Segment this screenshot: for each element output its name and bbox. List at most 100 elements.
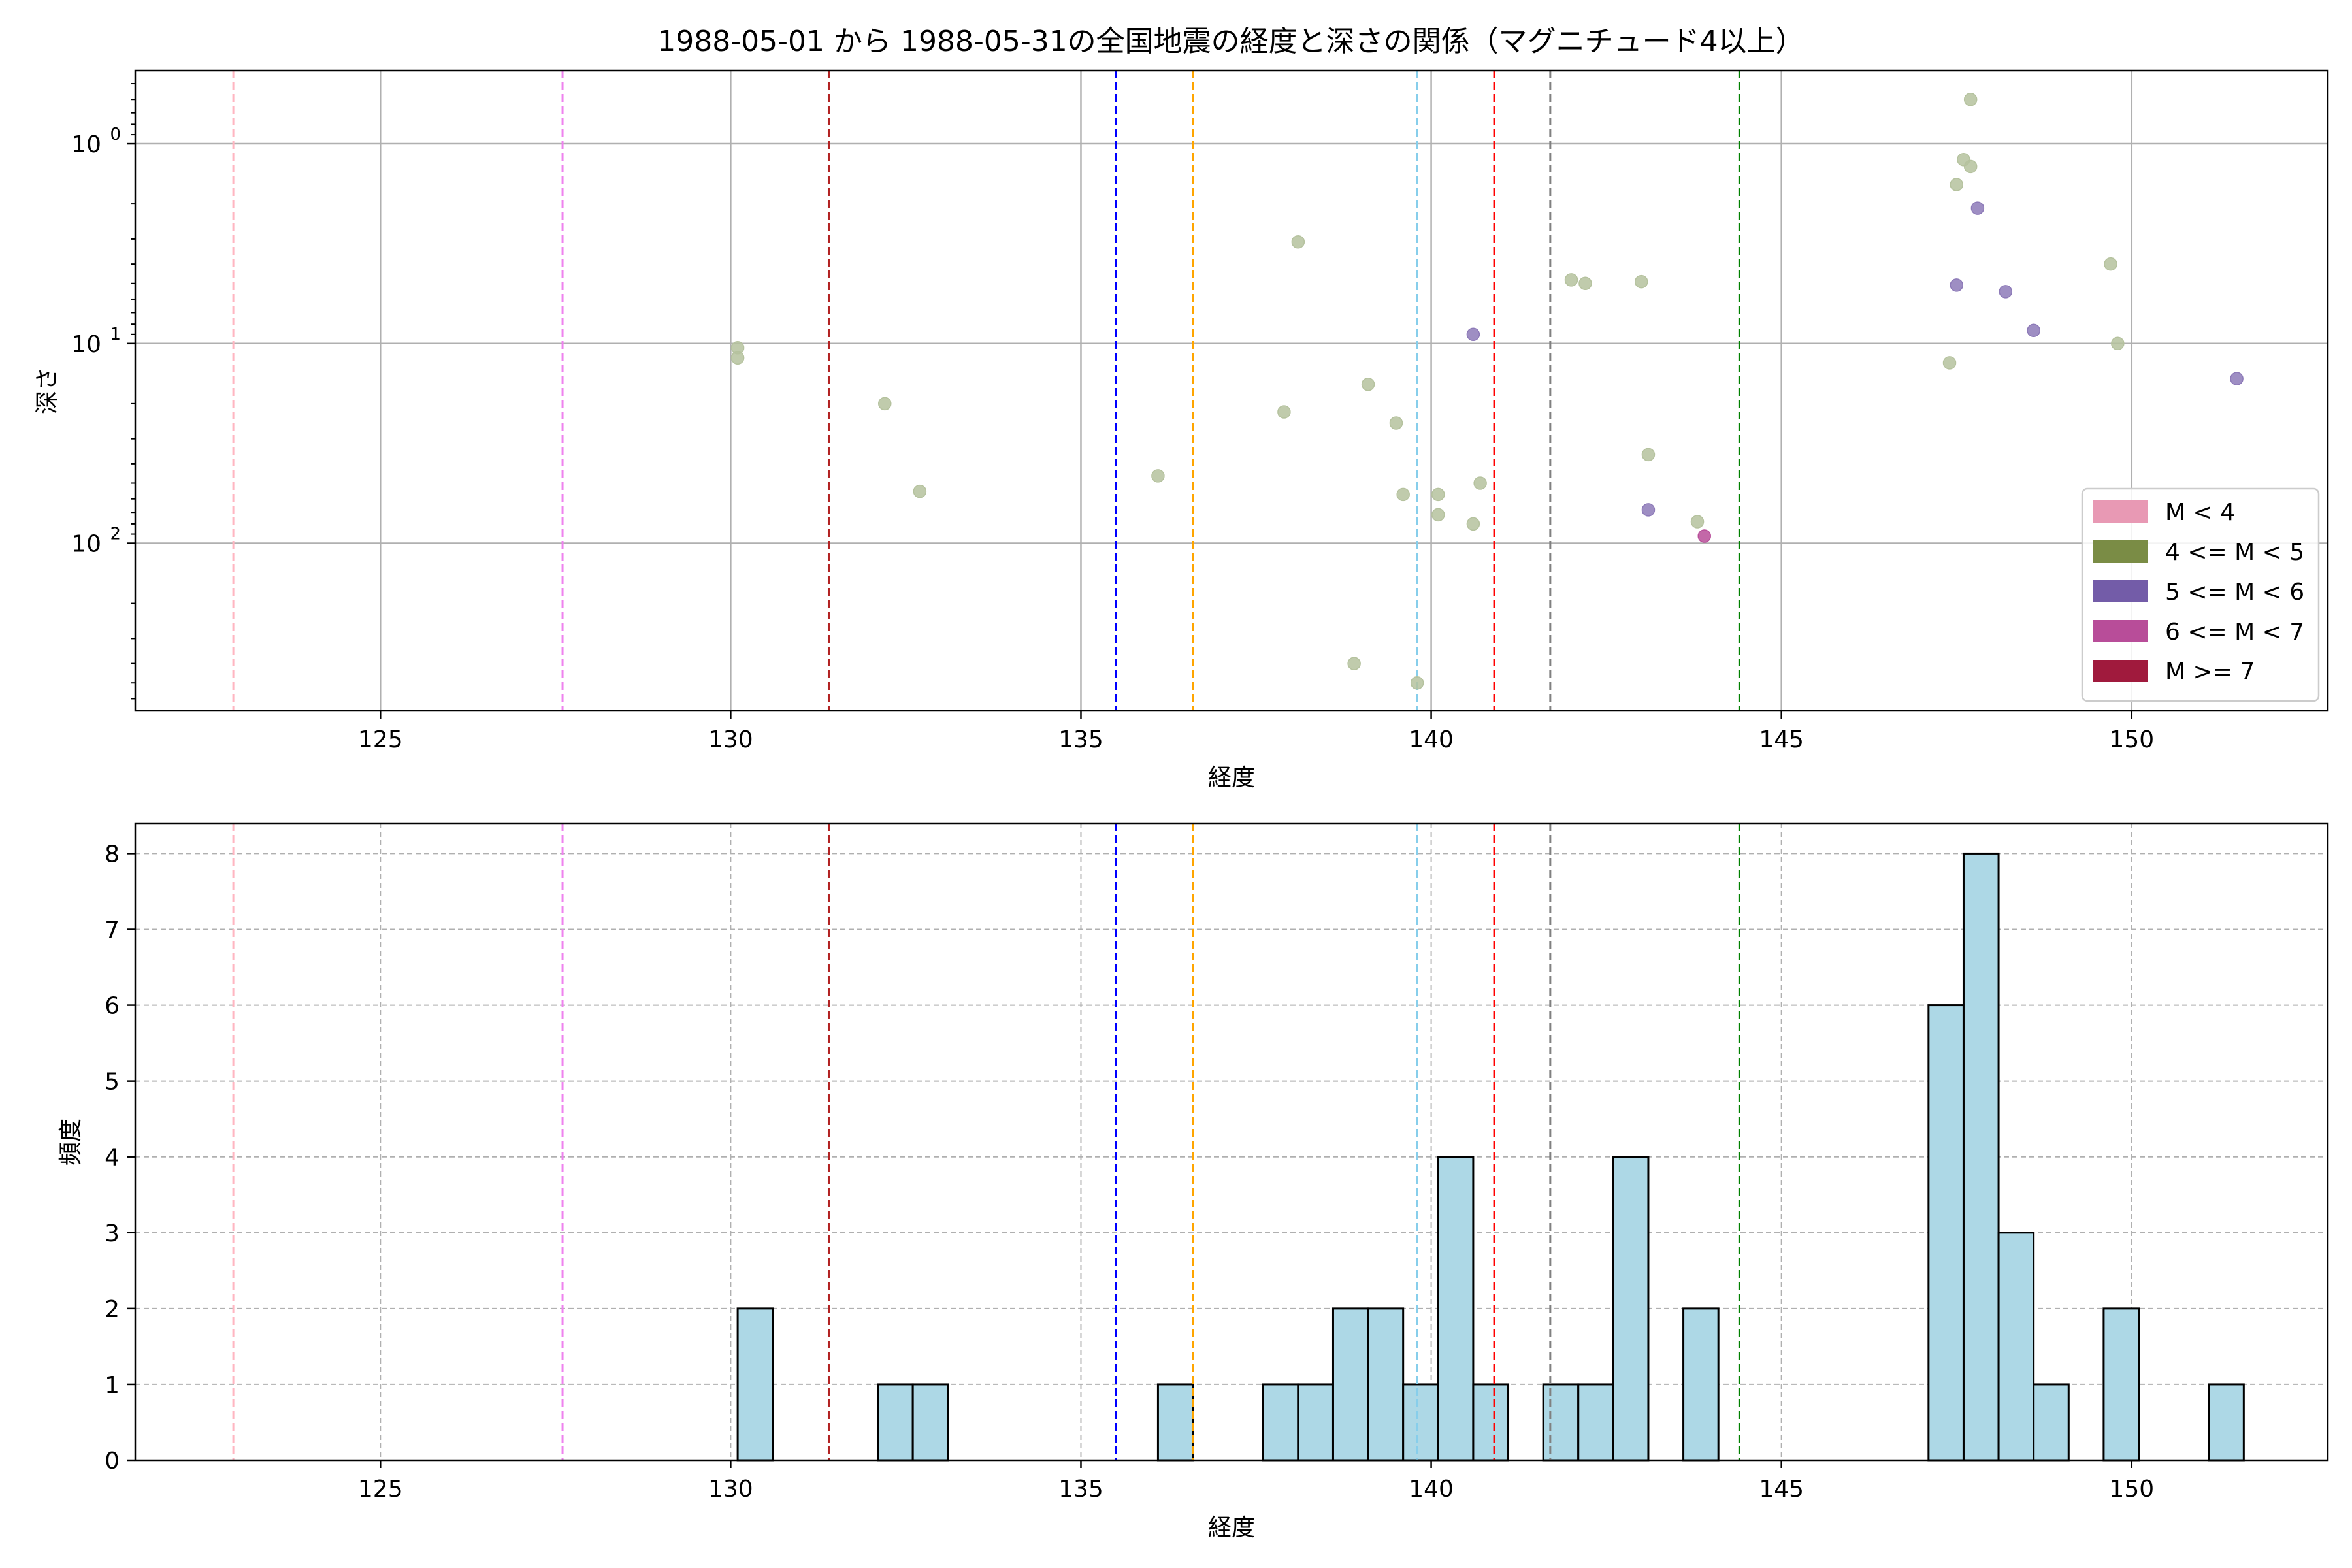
histogram-bar: [1331, 1307, 1369, 1462]
scatter-y-tick-exponent: 0: [110, 125, 121, 144]
histogram-bar: [1927, 1004, 1965, 1462]
scatter-point: [1970, 201, 1985, 215]
histogram-ticks: 125 130 135 140 145 150 0 1 2 3 4 5 6 7 8: [105, 841, 2154, 1503]
scatter-point: [1963, 159, 1978, 174]
scatter-point: [1950, 178, 1963, 191]
histogram-reference-lines: [232, 823, 1740, 1460]
scatter-grid: [135, 71, 2328, 711]
histogram-y-tick-label: 7: [105, 917, 120, 944]
histogram-x-tick-label: 125: [358, 1476, 403, 1503]
histogram-x-tick-label: 150: [2109, 1476, 2154, 1503]
scatter-point: [2230, 372, 2244, 385]
scatter-point: [1564, 273, 1578, 287]
legend: M < 4 4 <= M < 5 5 <= M < 6 6 <= M < 7 M >= …: [2081, 487, 2320, 702]
histogram-x-axis-label: 経度: [1208, 1514, 1255, 1541]
scatter-point: [1473, 476, 1487, 490]
histogram-bar: [1402, 1383, 1439, 1462]
legend-label: M >= 7: [2165, 659, 2255, 685]
scatter-y-tick-label: 10: [71, 131, 101, 158]
scatter-reference-lines: [232, 71, 1740, 711]
scatter-y-tick-exponent: 1: [110, 325, 121, 344]
scatter-point: [1396, 487, 1410, 502]
scatter-ticks: 125 130 135 140 145 150 10 0 10 1 10 2: [71, 83, 2154, 753]
scatter-point: [1410, 676, 1424, 690]
scatter-point: [1466, 517, 1480, 531]
scatter-point: [1634, 274, 1648, 289]
histogram-bar: [1367, 1307, 1405, 1462]
histogram-y-axis-label: 頻度: [57, 1119, 84, 1166]
histogram-bars: [736, 852, 2245, 1462]
scatter-points: [730, 92, 2244, 690]
scatter-x-tick-label: 135: [1058, 727, 1103, 753]
legend-label: M < 4: [2165, 499, 2235, 526]
scatter-point: [1950, 278, 1963, 292]
scatter-point: [1277, 405, 1291, 419]
scatter-point: [1641, 448, 1656, 462]
histogram-bar: [911, 1383, 949, 1462]
histogram-y-tick-label: 0: [105, 1448, 120, 1475]
scatter-point: [913, 484, 927, 498]
histogram-plot-frame: [134, 822, 2329, 1462]
scatter-x-tick-label: 145: [1759, 727, 1804, 753]
legend-swatch: [2093, 580, 2148, 602]
scatter-point: [730, 351, 745, 365]
histogram-y-tick-label: 4: [105, 1145, 120, 1171]
scatter-point: [878, 397, 892, 411]
scatter-point: [1697, 529, 1711, 543]
scatter-x-tick-label: 125: [358, 727, 403, 753]
histogram-y-tick-label: 8: [105, 841, 120, 868]
histogram-y-tick-label: 5: [105, 1069, 120, 1096]
scatter-y-axis-label: 深さ: [34, 367, 61, 414]
histogram-bar: [1682, 1307, 1720, 1462]
scatter-point: [1641, 503, 1656, 517]
histogram-panel: 125 130 135 140 145 150 0 1 2 3 4 5 6 7 8 経度 頻度: [57, 822, 2329, 1541]
legend-swatch: [2093, 620, 2148, 642]
scatter-point: [1151, 469, 1165, 483]
scatter-point: [1466, 327, 1480, 342]
histogram-x-tick-label: 140: [1409, 1476, 1454, 1503]
histogram-y-tick-label: 2: [105, 1296, 120, 1323]
histogram-y-tick-label: 6: [105, 993, 120, 1020]
legend-label: 5 <= M < 6: [2165, 579, 2304, 606]
histogram-bar: [2033, 1383, 2070, 1462]
histogram-bar: [1156, 1383, 1194, 1462]
legend-swatch: [2093, 500, 2148, 523]
chart-title: 1988-05-01 から 1988-05-31の全国地震の経度と深さの関係（マ…: [657, 25, 1804, 58]
scatter-x-tick-label: 130: [708, 727, 753, 753]
scatter-y-tick-label: 10: [71, 331, 101, 358]
scatter-point: [1347, 657, 1361, 670]
scatter-point: [1578, 276, 1592, 291]
histogram-bar: [2208, 1383, 2245, 1462]
scatter-point: [1690, 515, 1705, 529]
histogram-y-tick-label: 1: [105, 1372, 120, 1399]
scatter-point: [2111, 336, 2125, 351]
histogram-bar: [1612, 1156, 1650, 1462]
histogram-bar: [1472, 1383, 1510, 1462]
scatter-x-axis-label: 経度: [1208, 764, 1255, 791]
scatter-point: [2027, 323, 2040, 338]
scatter-x-tick-label: 150: [2109, 727, 2154, 753]
histogram-x-tick-label: 145: [1759, 1476, 1804, 1503]
scatter-panel: 125 130 135 140 145 150 10 0 10 1 10 2 経度 深さ M < 4 4…: [34, 69, 2329, 791]
scatter-y-tick-label: 10: [71, 531, 101, 558]
scatter-point: [1942, 356, 1957, 370]
scatter-point: [2104, 257, 2117, 271]
legend-label: 4 <= M < 5: [2165, 539, 2304, 566]
scatter-point: [1431, 487, 1445, 502]
legend-swatch: [2093, 660, 2148, 682]
histogram-bar: [1437, 1156, 1475, 1462]
legend-label: 6 <= M < 7: [2165, 619, 2304, 645]
histogram-x-tick-label: 135: [1058, 1476, 1103, 1503]
scatter-x-tick-label: 140: [1409, 727, 1454, 753]
histogram-bar: [2102, 1307, 2140, 1462]
histogram-bar: [1542, 1383, 1580, 1462]
histogram-bar: [1997, 1232, 2035, 1462]
scatter-point: [1361, 377, 1375, 391]
histogram-bar: [1577, 1383, 1614, 1462]
histogram-bar: [1962, 852, 2000, 1462]
histogram-x-tick-label: 130: [708, 1476, 753, 1503]
scatter-y-tick-exponent: 2: [110, 525, 121, 544]
scatter-point: [1291, 235, 1305, 249]
scatter-point: [1963, 92, 1978, 106]
